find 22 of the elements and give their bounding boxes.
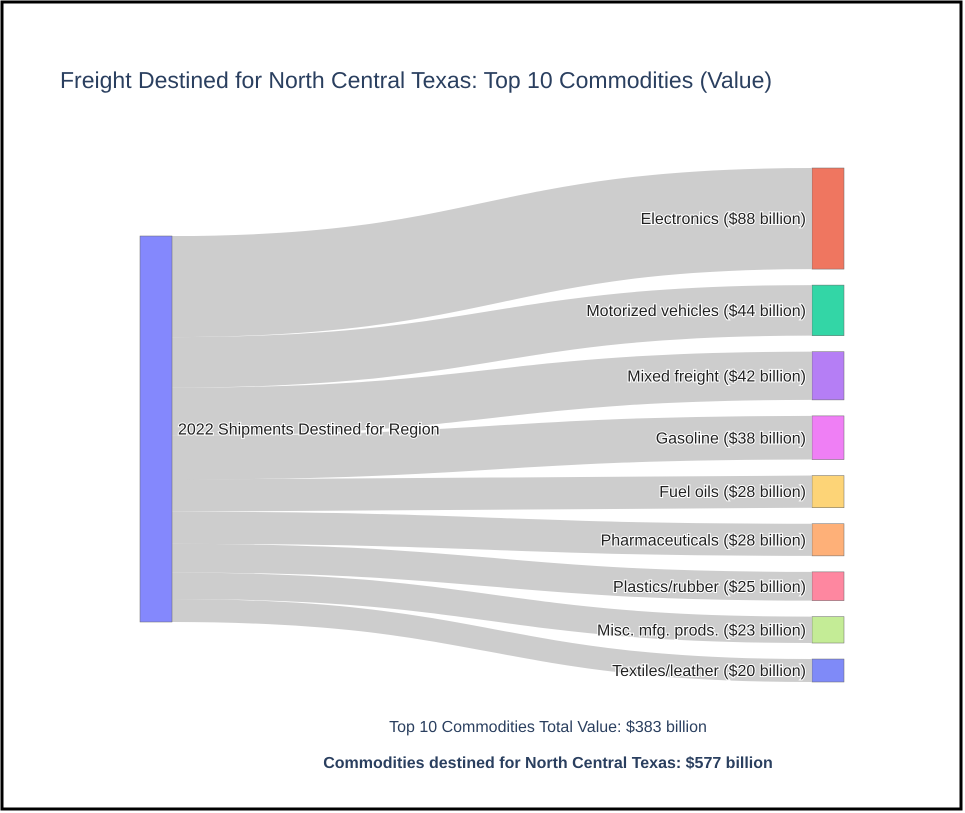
data-label: ($20 billion): [723, 663, 806, 680]
data-label: ($28 billion): [723, 484, 806, 502]
text: Freight Destined for North Central Texas: Top 10 Commodities (Value): [60, 67, 772, 93]
data-label: ($88 billion): [723, 211, 806, 228]
category-label: Fuel oils: [659, 484, 719, 502]
category-label: Misc. mfg. prods.: [597, 622, 719, 640]
data-label: ($23 billion): [723, 622, 806, 640]
text: 2022 Shipments Destined for Region: [178, 422, 440, 439]
data-label: ($25 billion): [723, 578, 806, 596]
text: Top 10 Commodities Total Value: $383 billion: [389, 719, 707, 736]
data-label: ($44 billion): [723, 302, 806, 320]
data-label: ($28 billion): [723, 532, 806, 550]
category-label: Mixed freight: [627, 368, 719, 386]
data-label: ($38 billion): [723, 430, 806, 448]
data-label: ($42 billion): [723, 368, 806, 386]
category-label: Gasoline: [656, 430, 719, 448]
category-label: Textiles/leather: [612, 663, 719, 680]
category-label: Motorized vehicles: [586, 302, 719, 320]
category-label: Plastics/rubber: [613, 578, 719, 596]
text: Commodities destined for North Central Texas: $577 billion: [323, 755, 773, 772]
category-label: Electronics: [640, 211, 719, 228]
category-label: Pharmaceuticals: [600, 532, 719, 550]
